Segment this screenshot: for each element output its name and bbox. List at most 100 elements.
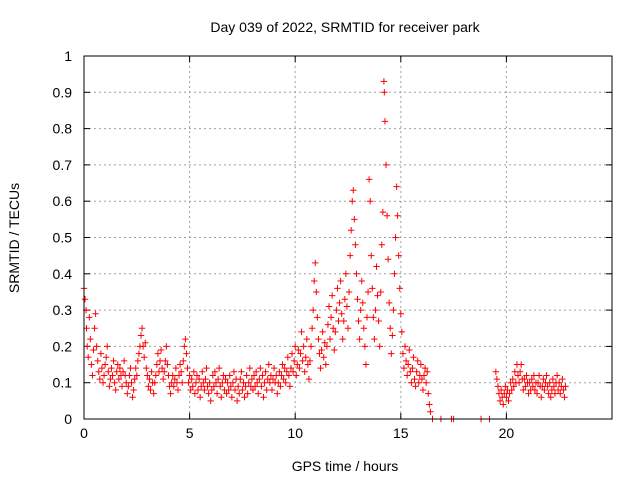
data-point <box>343 303 351 310</box>
data-point <box>114 361 121 368</box>
data-point <box>414 357 421 365</box>
data-point <box>90 346 97 354</box>
data-point <box>169 372 176 379</box>
data-point <box>237 375 244 383</box>
data-point <box>182 335 189 343</box>
data-point <box>212 379 220 386</box>
data-point <box>101 361 109 368</box>
data-point <box>151 379 158 386</box>
data-point <box>372 306 379 314</box>
data-point <box>284 354 292 361</box>
data-point <box>392 234 399 241</box>
data-point <box>304 361 312 368</box>
data-point <box>376 343 383 350</box>
data-point <box>181 343 188 350</box>
data-point <box>205 390 212 397</box>
data-point <box>427 408 434 415</box>
data-point <box>418 375 426 383</box>
data-point <box>105 368 112 376</box>
data-point <box>336 299 343 307</box>
data-point <box>382 161 390 169</box>
data-point <box>107 375 114 383</box>
data-point <box>355 317 362 325</box>
data-point <box>320 354 327 361</box>
data-point <box>147 386 154 394</box>
data-point <box>145 383 152 390</box>
data-point <box>195 375 203 383</box>
data-point <box>238 368 245 376</box>
data-point <box>217 383 224 390</box>
data-point <box>115 375 123 383</box>
data-point <box>246 364 253 372</box>
data-point <box>401 343 409 350</box>
data-point <box>89 372 96 379</box>
data-point <box>194 386 202 394</box>
data-point <box>417 361 425 368</box>
data-point <box>379 208 387 216</box>
data-point <box>540 375 547 383</box>
data-point <box>363 314 371 321</box>
data-point <box>325 303 333 310</box>
data-points <box>80 78 569 423</box>
data-point <box>258 383 265 390</box>
data-point <box>516 368 524 376</box>
data-point <box>215 364 223 372</box>
data-point <box>353 270 360 277</box>
data-point <box>269 375 277 383</box>
data-point <box>227 383 234 390</box>
data-point <box>132 364 139 372</box>
data-point <box>191 390 199 397</box>
data-point <box>190 368 198 376</box>
data-point <box>177 368 185 376</box>
data-point <box>292 343 299 350</box>
data-point <box>229 379 237 386</box>
data-point <box>533 390 541 397</box>
y-tick-label: 0.3 <box>53 302 73 318</box>
data-point <box>126 372 133 379</box>
data-point <box>517 361 525 368</box>
data-point <box>366 198 374 205</box>
data-point <box>148 368 155 376</box>
data-point <box>318 346 325 354</box>
data-point <box>415 379 422 386</box>
data-point <box>268 386 276 394</box>
data-point <box>331 346 338 354</box>
data-point <box>252 368 260 376</box>
data-point <box>384 256 392 263</box>
data-point <box>200 379 207 386</box>
data-point <box>262 368 269 376</box>
data-point <box>279 361 286 368</box>
data-point <box>399 350 407 357</box>
data-point <box>245 379 252 386</box>
data-point <box>133 372 140 379</box>
data-point <box>193 372 201 379</box>
data-point <box>316 350 323 357</box>
data-point <box>358 277 365 285</box>
data-point <box>361 343 369 350</box>
data-point <box>143 364 150 372</box>
data-point <box>403 372 411 379</box>
data-point <box>377 288 384 296</box>
data-point <box>295 346 302 354</box>
data-point <box>526 379 533 386</box>
data-point <box>375 317 382 325</box>
data-point <box>494 383 502 390</box>
data-point <box>113 368 120 376</box>
x-axis-label: GPS time / hours <box>292 458 399 474</box>
data-point <box>192 379 200 386</box>
data-point <box>287 364 295 372</box>
data-point <box>385 299 393 307</box>
data-point <box>497 386 505 394</box>
data-point <box>184 364 191 372</box>
data-point <box>209 372 217 379</box>
data-point <box>357 306 364 314</box>
data-point <box>128 379 135 386</box>
data-point <box>154 350 162 357</box>
data-point <box>265 361 272 368</box>
data-point <box>338 310 345 317</box>
data-point <box>150 390 157 397</box>
data-point <box>510 383 517 390</box>
data-point <box>378 241 385 248</box>
data-point <box>244 390 251 397</box>
